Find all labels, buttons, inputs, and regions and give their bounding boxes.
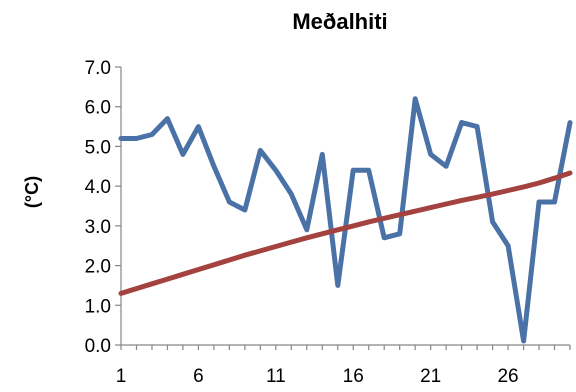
y-axis-label: (°C) <box>22 176 42 208</box>
y-tick-label: 7.0 <box>85 58 111 79</box>
y-tick-label: 2.0 <box>85 257 111 278</box>
series-line-1 <box>118 96 573 344</box>
y-tick-label: 0.0 <box>85 336 111 357</box>
x-tick-label: 1 <box>116 366 127 387</box>
y-tick-label: 5.0 <box>85 137 111 158</box>
y-axis: 0.0 1.0 2.0 3.0 4.0 5.0 6.0 7.0 <box>85 58 122 357</box>
series-line-2 <box>118 170 573 296</box>
y-tick-label: 1.0 <box>85 296 111 317</box>
y-tick-label: 3.0 <box>85 217 111 238</box>
y-tick-label: 6.0 <box>85 98 111 119</box>
y-tick-label: 4.0 <box>85 177 111 198</box>
x-tick-label: 6 <box>193 366 204 387</box>
series-lines <box>118 96 573 344</box>
x-tick-label: 11 <box>266 366 286 387</box>
x-tick-label: 26 <box>497 366 518 387</box>
chart-title: Meðalhiti <box>292 9 387 34</box>
x-axis: 1 6 11 16 21 26 <box>116 344 571 387</box>
x-tick-label: 16 <box>343 366 364 387</box>
x-tick-label: 21 <box>420 366 441 387</box>
